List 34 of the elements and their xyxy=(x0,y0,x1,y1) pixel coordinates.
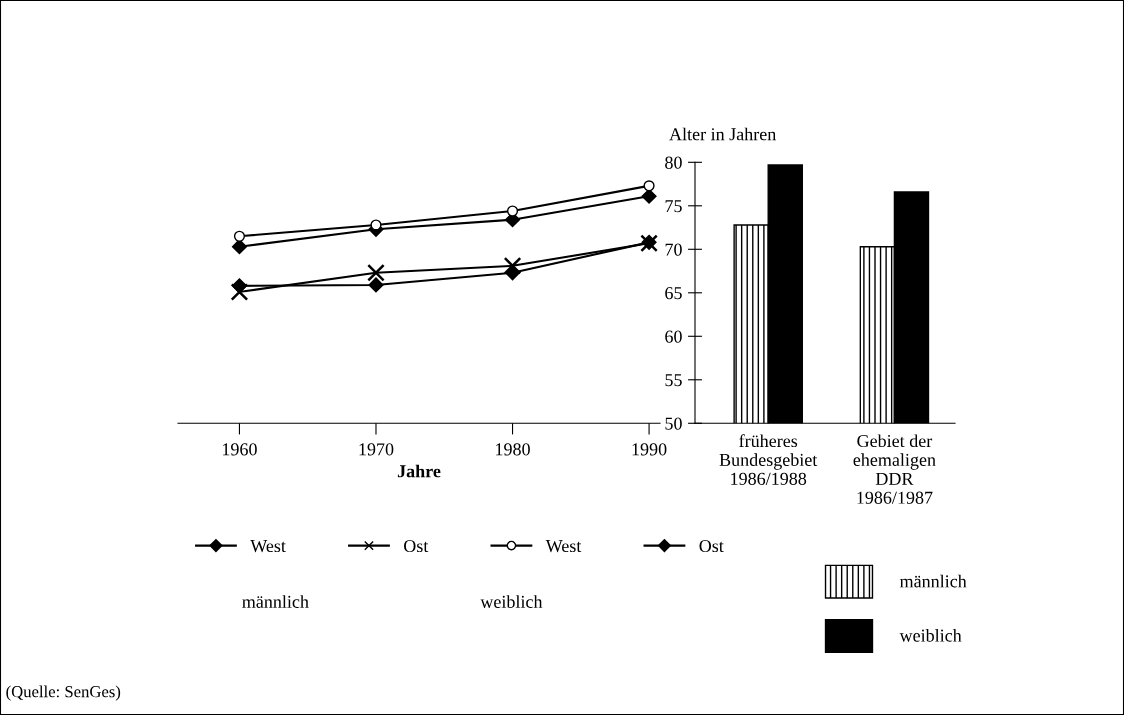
legend-label: Ost xyxy=(404,539,429,553)
point xyxy=(506,205,519,217)
y-tick-label: 80 xyxy=(665,156,682,169)
point xyxy=(230,283,249,301)
y-tick-label: 70 xyxy=(665,243,682,256)
legend-label: männlich xyxy=(899,574,967,588)
point xyxy=(370,219,382,231)
legend-label: West xyxy=(545,540,582,553)
point xyxy=(233,230,246,242)
x-tick-label: früheres Bundesgebiet 1986/1988 xyxy=(719,434,818,485)
y-tick-label: 55 xyxy=(665,374,682,387)
text: männlich xyxy=(242,595,309,608)
text: (Quelle: SenGes) xyxy=(6,685,121,701)
point xyxy=(503,256,522,275)
legend-label: West xyxy=(250,540,286,553)
y-axis-title: Alter in Jahren xyxy=(669,127,777,141)
x-axis-title: Jahre xyxy=(397,464,441,478)
y-tick-label: 75 xyxy=(665,200,682,213)
x-tick-label: 1980 xyxy=(496,443,530,456)
x-tick-label: 1960 xyxy=(222,443,257,456)
y-tick-label: 65 xyxy=(665,287,682,300)
x-tick-label: 1970 xyxy=(359,443,394,456)
point xyxy=(367,263,385,282)
legend-label: weiblich xyxy=(899,629,962,642)
legend-label: Ost xyxy=(699,539,724,553)
point xyxy=(643,180,655,192)
point xyxy=(231,239,248,255)
point xyxy=(368,277,384,293)
x-tick-label: Gebiet der ehemaligen DDR 1986/1987 xyxy=(853,434,936,504)
x-tick-label: 1990 xyxy=(632,443,667,456)
y-tick-label: 60 xyxy=(665,330,682,343)
point xyxy=(641,188,657,204)
y-tick-label: 50 xyxy=(665,417,682,430)
text: weiblich xyxy=(480,595,543,608)
